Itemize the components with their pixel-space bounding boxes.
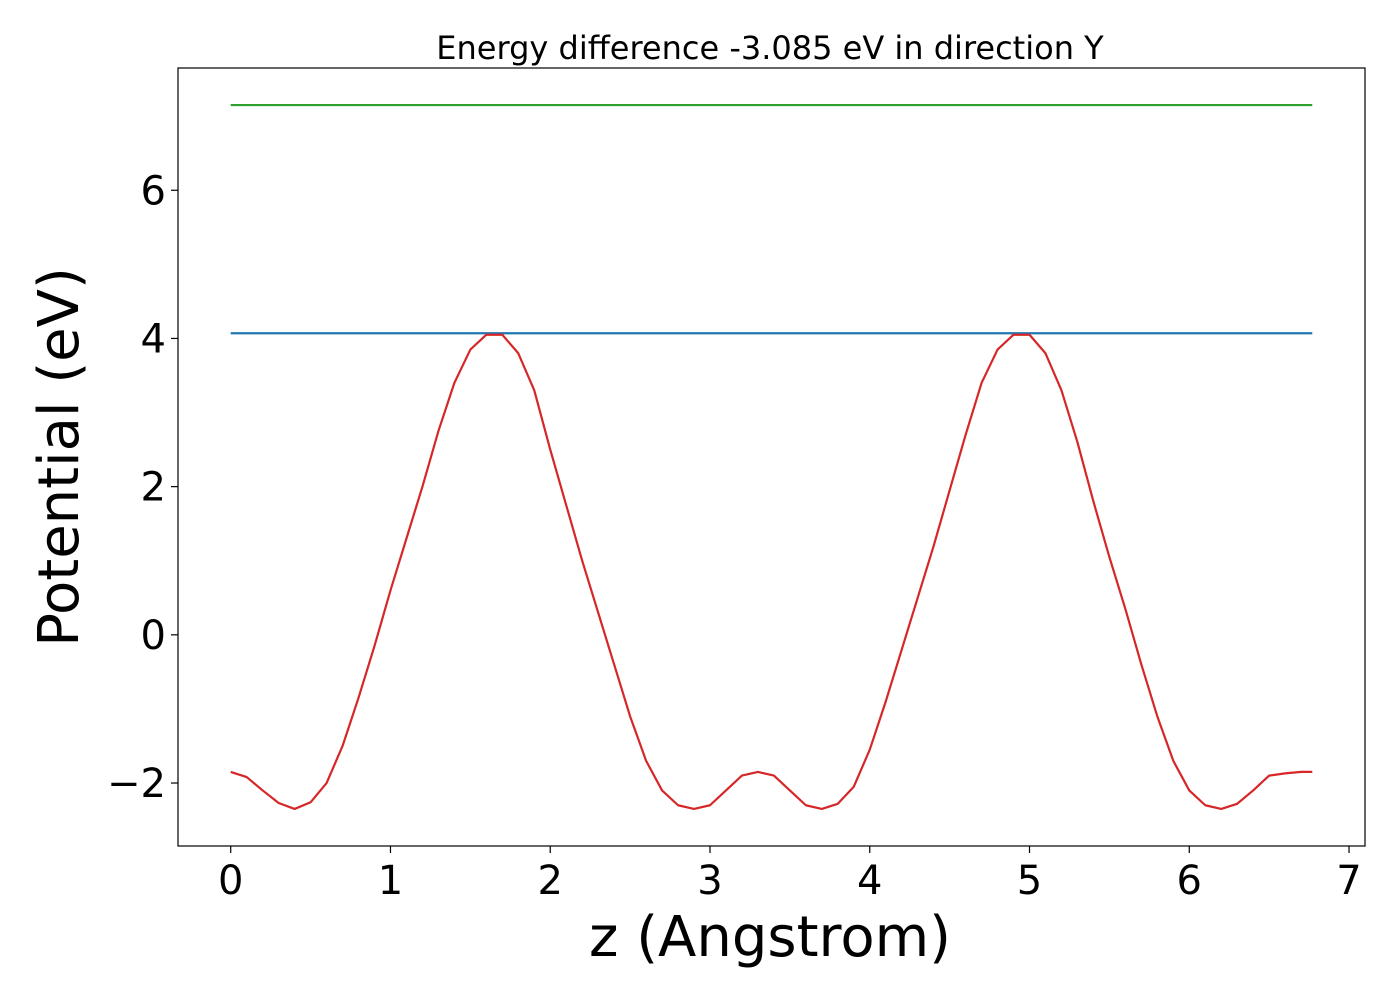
y-tick-label: 2 xyxy=(141,465,166,511)
x-axis-title: z (Angstrom) xyxy=(589,905,951,970)
y-tick-label: 4 xyxy=(141,316,166,362)
x-tick-label: 4 xyxy=(857,858,882,904)
y-tick-label: −2 xyxy=(107,761,166,807)
x-tick-label: 5 xyxy=(1017,858,1042,904)
x-tick-label: 1 xyxy=(378,858,403,904)
x-tick-label: 7 xyxy=(1336,858,1361,904)
series-line-3 xyxy=(230,333,1313,811)
plot-frame xyxy=(177,67,1366,847)
y-tick-label: 6 xyxy=(141,168,166,214)
x-tick-label: 3 xyxy=(697,858,722,904)
x-tick-label: 6 xyxy=(1177,858,1202,904)
x-tick-label: 0 xyxy=(218,858,243,904)
ticks-layer: 0 1 2 3 4 5 6 7 −2 0 2 4 6 xyxy=(107,168,1362,904)
series-layer xyxy=(230,103,1313,811)
y-axis-title: Potential (eV) xyxy=(27,267,92,647)
x-tick-label: 2 xyxy=(538,858,563,904)
chart-title: Energy difference -3.085 eV in direction… xyxy=(436,29,1104,67)
y-tick-label: 0 xyxy=(141,613,166,659)
